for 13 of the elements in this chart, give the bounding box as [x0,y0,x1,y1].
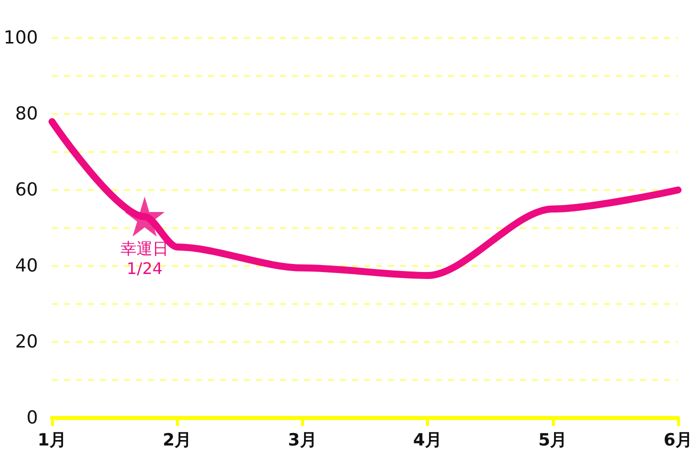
x-tick-label: 4月 [413,430,442,450]
x-tick-label: 5月 [538,430,568,450]
x-tick-label: 2月 [162,430,192,450]
x-tick-label: 3月 [288,430,317,450]
x-tick-label: 1月 [38,430,66,450]
x-tick-label: 6月 [664,430,692,450]
y-tick-label: 100 [4,28,38,48]
y-tick-label: 80 [15,104,38,124]
y-tick-label: 40 [15,256,38,276]
annotation: 幸運日 1/24 [120,239,169,278]
y-tick-label: 20 [15,332,38,352]
y-tick-label: 60 [15,180,38,200]
y-tick-label: 0 [26,408,38,428]
